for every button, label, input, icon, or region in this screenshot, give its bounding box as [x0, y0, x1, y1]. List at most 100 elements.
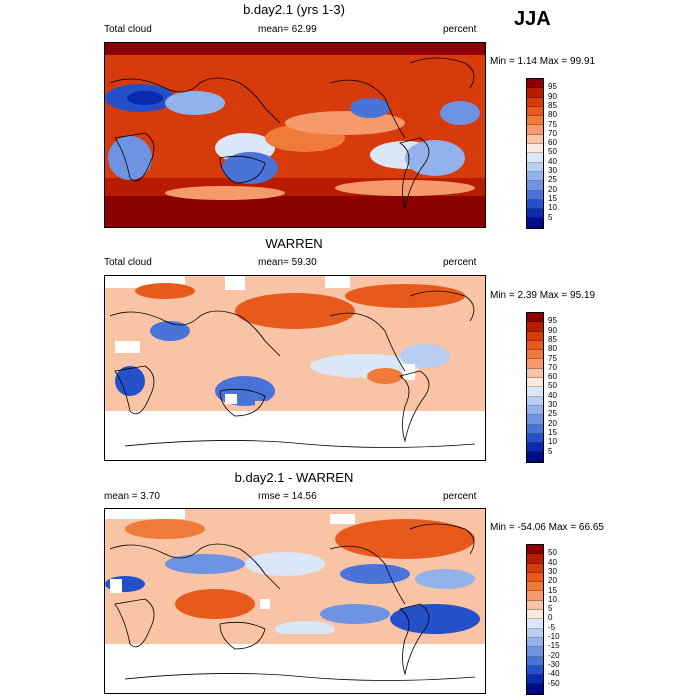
colorbar-tick-label: 15	[548, 585, 557, 595]
colorbar-tick-label: 85	[548, 100, 557, 110]
colorbar-tick-label: 10	[548, 203, 557, 213]
colorbar-tick-label: 40	[548, 156, 557, 166]
colorbar-swatch	[527, 619, 543, 629]
colorbar-tick-label: 60	[548, 138, 557, 148]
colorbar-tick-label: 50	[548, 147, 557, 157]
colorbar-tick-label: -30	[548, 659, 560, 669]
colorbar-tick-label: 10	[548, 594, 557, 604]
colorbar-tick-label: 95	[548, 316, 557, 326]
colorbar-tick-label: 90	[548, 91, 557, 101]
mean-label: mean= 62.99	[258, 24, 317, 35]
colorbar-swatch	[527, 116, 543, 126]
units-label: percent	[443, 491, 477, 502]
colorbar-obs: 95 90 85 80 75 70 60 50 40 30 25 20 15 10 5	[526, 312, 557, 463]
colorbar-tick-label: 25	[548, 409, 557, 419]
colorbar-swatch	[527, 181, 543, 191]
colorbar-tick-label: 25	[548, 175, 557, 185]
colorbar-tick-label: 20	[548, 576, 557, 586]
colorbar-swatch	[527, 359, 543, 369]
mean-label: mean= 59.30	[258, 257, 317, 268]
colorbar-tick-label: 15	[548, 427, 557, 437]
colorbar-tick-label: 85	[548, 334, 557, 344]
colorbar-swatches	[526, 312, 544, 463]
colorbar-swatch	[527, 415, 543, 425]
colorbar-tick-label: 70	[548, 362, 557, 372]
season-label: JJA	[514, 8, 551, 30]
panel-title: b.day2.1 (yrs 1-3)	[243, 2, 345, 17]
colorbar-swatch	[527, 378, 543, 388]
colorbar-swatch	[527, 405, 543, 416]
colorbar-swatch	[527, 600, 543, 611]
colorbar-swatch	[527, 218, 543, 228]
colorbar-tick-label: -40	[548, 669, 560, 679]
colorbar-swatch	[527, 199, 543, 210]
colorbar-tick-label: -20	[548, 650, 560, 660]
colorbar-swatch	[527, 424, 543, 434]
colorbar-swatch	[527, 97, 543, 107]
colorbar-swatch	[527, 610, 543, 620]
colorbar-swatch	[527, 545, 543, 555]
colorbar-swatch	[527, 162, 543, 172]
colorbar-swatch	[527, 554, 543, 564]
colorbar-tick-label: 30	[548, 166, 557, 175]
colorbar-swatch	[527, 572, 543, 583]
units-label: percent	[443, 257, 477, 268]
colorbar-tick-label: -50	[548, 678, 560, 688]
panel-title: b.day2.1 - WARREN	[234, 470, 354, 485]
colorbar-swatch	[527, 591, 543, 601]
colorbar-tick-label: 50	[548, 548, 557, 558]
colorbar-tick-label: 70	[548, 128, 557, 138]
colorbar-tick-label: 80	[548, 110, 557, 120]
colorbar-swatch	[527, 647, 543, 657]
colorbar-swatch	[527, 153, 543, 163]
colorbar-swatch	[527, 144, 543, 154]
colorbar-swatch	[527, 190, 543, 200]
colorbar-swatch	[527, 628, 543, 638]
colorbar-swatch	[527, 637, 543, 648]
colorbar-swatch	[527, 125, 543, 135]
colorbar-swatch	[527, 656, 543, 666]
colorbar-swatch	[527, 209, 543, 219]
colorbar-tick-label: -10	[548, 632, 560, 641]
colorbar-tick-label: 5	[548, 604, 553, 614]
colorbar-swatch	[527, 134, 543, 145]
colorbar-swatch	[527, 350, 543, 360]
colorbar-swatch	[527, 79, 543, 89]
colorbar-swatch	[527, 582, 543, 592]
colorbar-diff: 50 40 30 20 15 10 5 0 -5 -10 -15 -20 -30 -40 -50	[526, 544, 560, 695]
colorbar-swatch	[527, 106, 543, 117]
cloud-map-obs	[104, 275, 486, 461]
rmse-label: rmse = 14.56	[258, 491, 317, 502]
colorbar-swatch	[527, 433, 543, 444]
minmax-label: Min = 2.39 Max = 95.19	[490, 290, 596, 301]
colorbar-tick-label: 90	[548, 325, 557, 335]
colorbar-tick-label: -15	[548, 641, 560, 651]
colorbar-tick-label: 10	[548, 437, 557, 447]
colorbar-tick-label: 75	[548, 353, 557, 363]
colorbar-swatch	[527, 313, 543, 323]
colorbar-swatch	[527, 368, 543, 379]
variable-label: Total cloud	[104, 24, 152, 35]
colorbar-swatch	[527, 443, 543, 453]
colorbar-swatches	[526, 78, 544, 229]
colorbar-tick-label: 15	[548, 193, 557, 203]
colorbar-tick-label: 30	[548, 400, 557, 409]
colorbar-tick-label: 5	[548, 212, 553, 222]
colorbar-tick-label: 60	[548, 372, 557, 382]
colorbar-swatch	[527, 331, 543, 341]
colorbar-swatch	[527, 396, 543, 406]
units-label: percent	[443, 24, 477, 35]
colorbar-swatch	[527, 675, 543, 685]
colorbar-swatch	[527, 322, 543, 332]
colorbar-swatch	[527, 684, 543, 694]
mean-label: mean = 3.70	[104, 491, 160, 502]
minmax-label: Min = -54.06 Max = 66.65	[490, 522, 604, 533]
colorbar-tick-label: 95	[548, 82, 557, 92]
colorbar-swatch	[527, 88, 543, 98]
colorbar-tick-label: -5	[548, 622, 556, 632]
cloud-map-diff	[104, 508, 486, 694]
variable-label: Total cloud	[104, 257, 152, 268]
colorbar-tick-label: 5	[548, 446, 553, 456]
cloud-map-model	[104, 42, 486, 228]
colorbar-tick-label: 80	[548, 344, 557, 354]
